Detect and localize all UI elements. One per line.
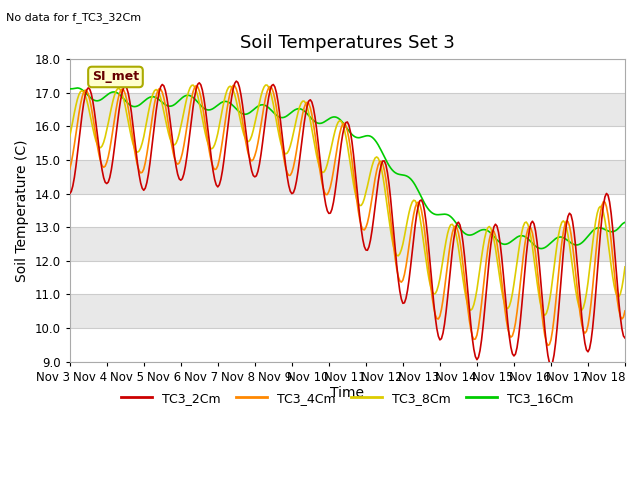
Text: No data for f_TC3_32Cm: No data for f_TC3_32Cm: [6, 12, 141, 23]
Bar: [70, 227, 625, 261]
Bar: [70, 60, 625, 93]
Bar: [70, 160, 625, 193]
X-axis label: Time: Time: [330, 386, 364, 400]
Bar: [70, 294, 625, 328]
Legend: TC3_2Cm, TC3_4Cm, TC3_8Cm, TC3_16Cm: TC3_2Cm, TC3_4Cm, TC3_8Cm, TC3_16Cm: [116, 387, 579, 409]
Bar: [70, 93, 625, 126]
Y-axis label: Soil Temperature (C): Soil Temperature (C): [15, 139, 29, 282]
Bar: [70, 328, 625, 361]
Title: Soil Temperatures Set 3: Soil Temperatures Set 3: [240, 34, 455, 52]
Bar: [70, 261, 625, 294]
Bar: [70, 126, 625, 160]
Bar: [70, 193, 625, 227]
Text: SI_met: SI_met: [92, 71, 139, 84]
